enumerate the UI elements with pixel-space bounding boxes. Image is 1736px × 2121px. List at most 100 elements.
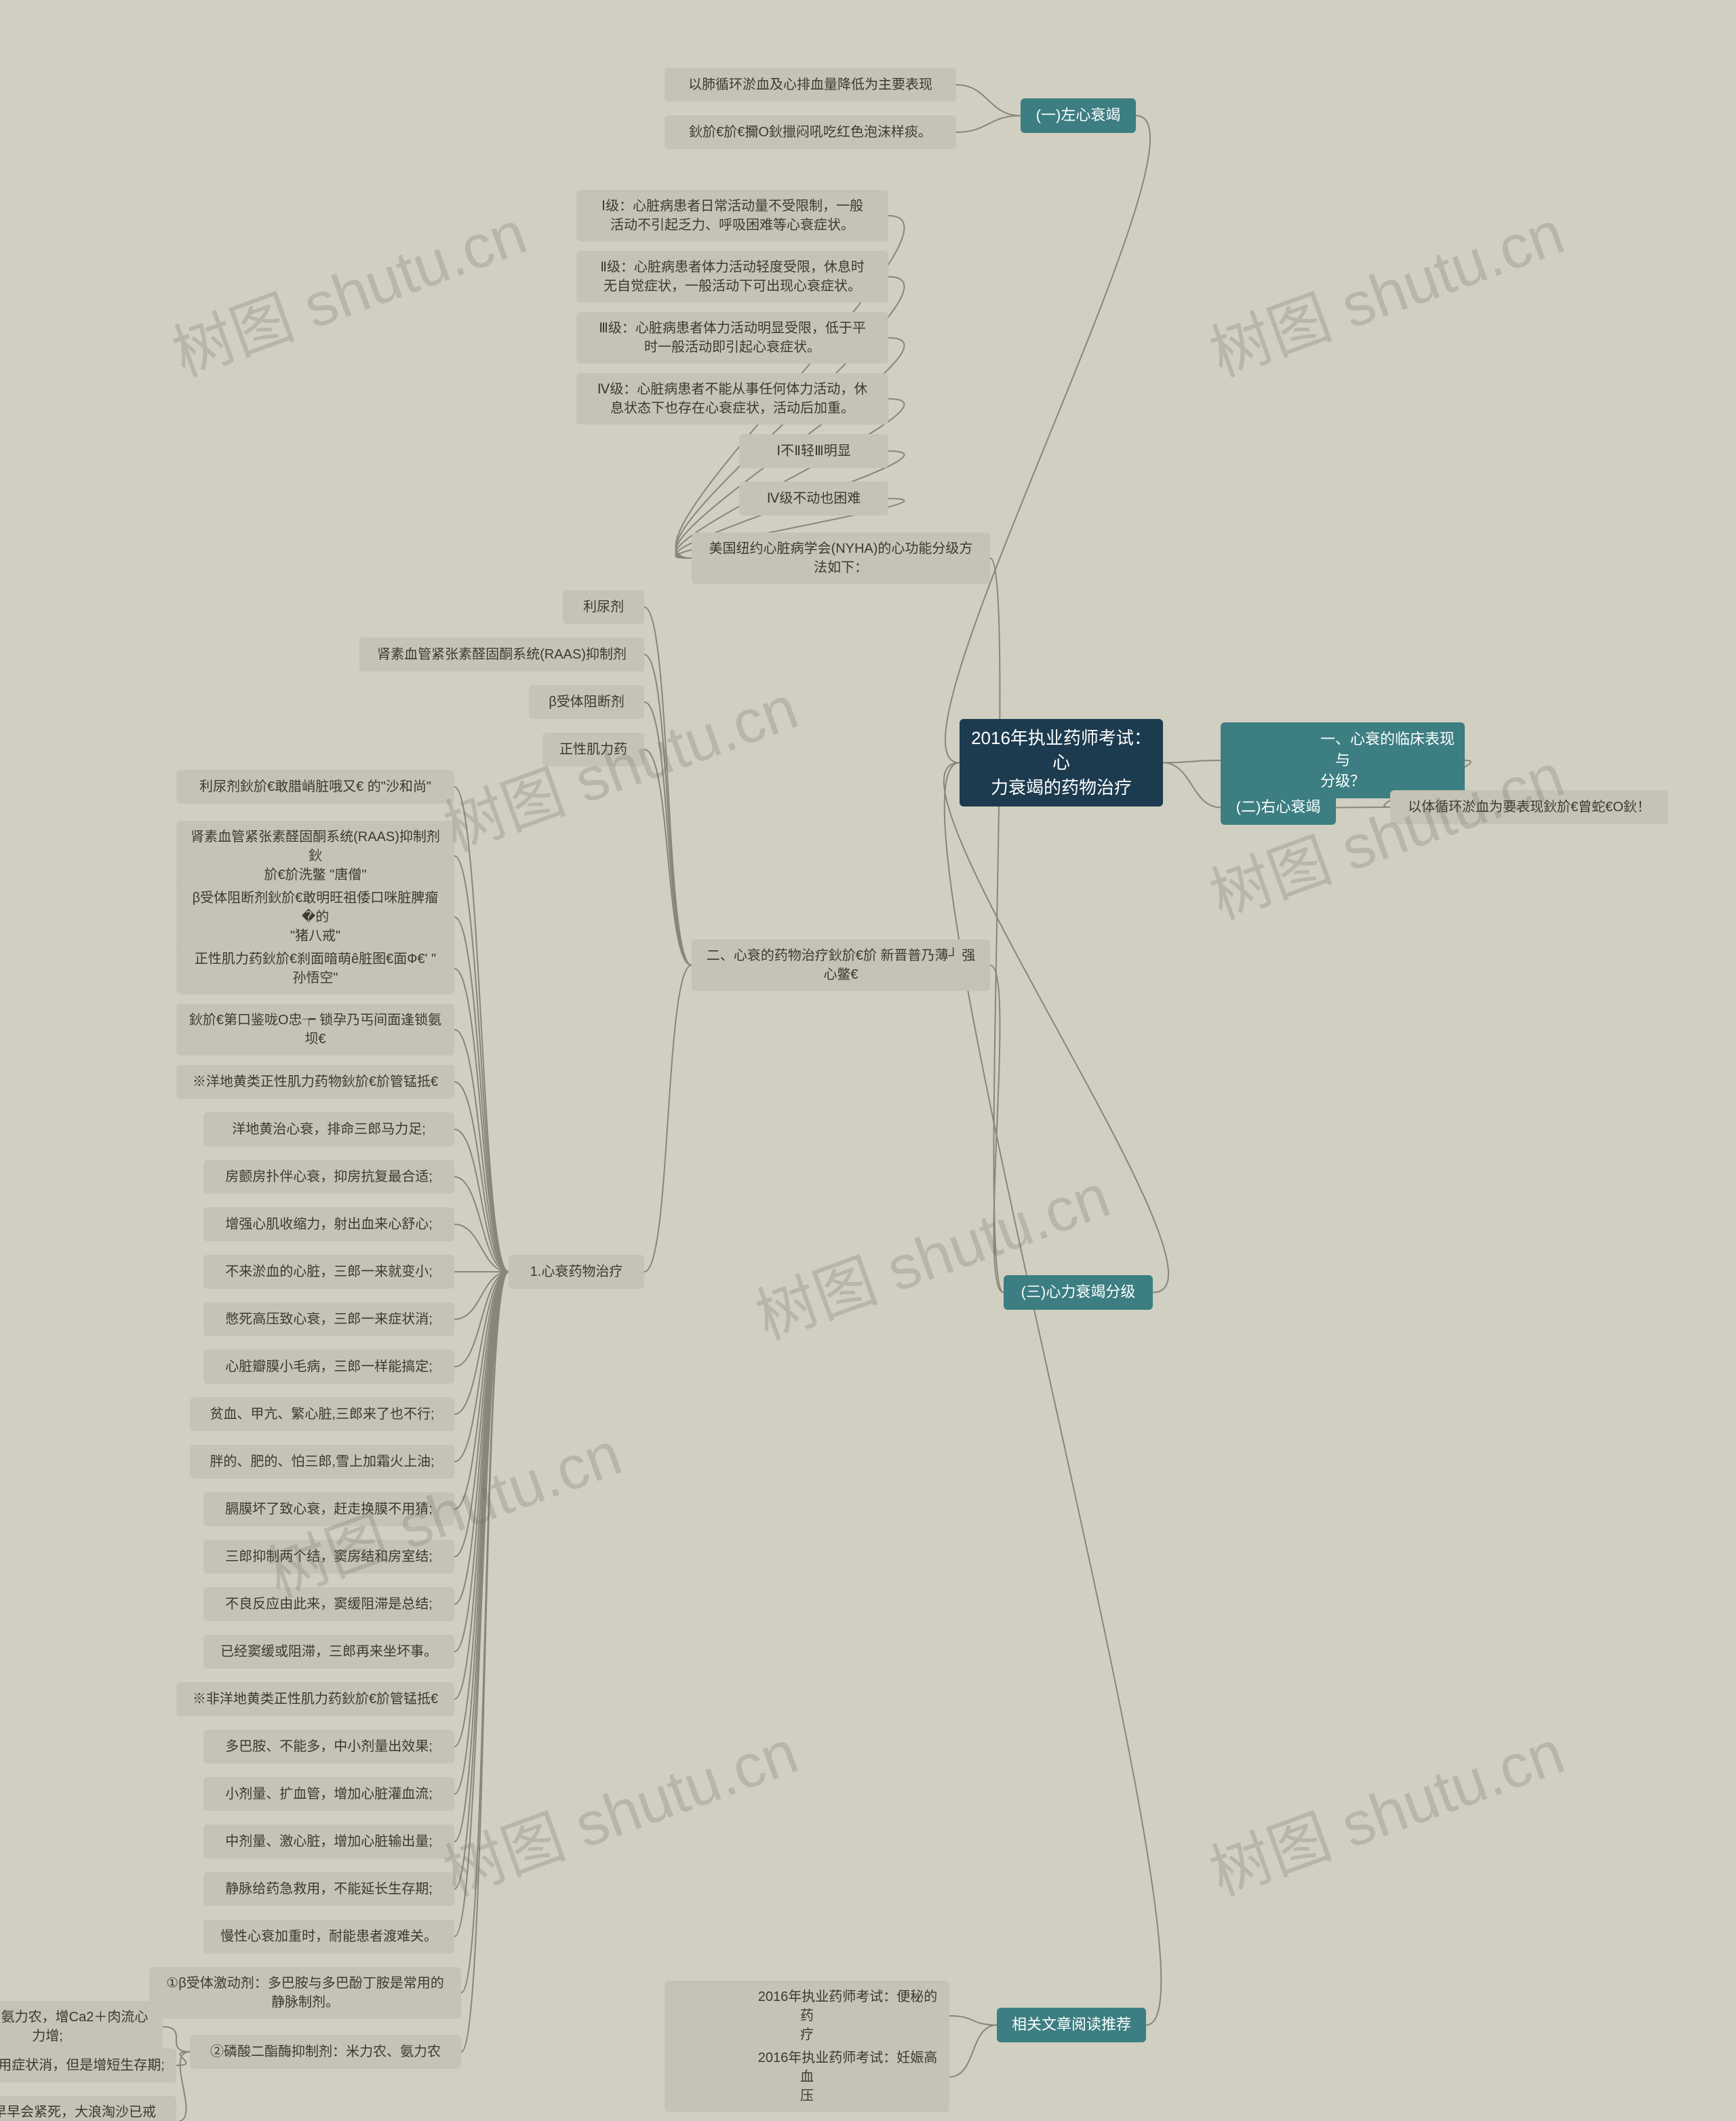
- mindmap-node-tx9[interactable]: 鈥斺€第口鉴咙O忠┮ 锁孕乃丐间面逢锁氨 坝€: [176, 1004, 454, 1055]
- edge-d1t-d2a: [454, 1272, 509, 1699]
- mindmap-node-l1a[interactable]: 以肺循环淤血及心排血量降低为主要表现: [665, 68, 956, 102]
- edge-d1t-d1c: [454, 1177, 509, 1272]
- mindmap-node-d2a[interactable]: ※非洋地黄类正性肌力药鈥斺€斺管锰抵€: [176, 1682, 454, 1716]
- mindmap-node-d2e[interactable]: 静脉给药急救用，不能延长生存期;: [203, 1872, 454, 1906]
- edge-d1t-d1d: [454, 1224, 509, 1272]
- edge-l1-l1b: [956, 116, 1021, 133]
- mindmap-node-nyha[interactable]: 美国纽约心脏病学会(NYHA)的心功能分级方 法如下：: [692, 532, 990, 584]
- edge-d1t-d2c: [454, 1272, 509, 1794]
- edge-tx-tx2: [644, 655, 692, 965]
- edge-d1t-tx6: [454, 856, 509, 1272]
- edge-tx-tx3: [644, 702, 692, 965]
- edge-d1t-d1l: [454, 1272, 509, 1604]
- edge-rel-rel2: [949, 2025, 997, 2078]
- edge-rel-rel1: [949, 2016, 997, 2025]
- mindmap-node-tx2[interactable]: 肾素血管紧张素醛固酮系统(RAAS)抑制剂: [359, 638, 644, 672]
- mindmap-node-l3[interactable]: (三)心力衰竭分级: [1004, 1275, 1153, 1310]
- edge-root-r2: [1163, 763, 1221, 808]
- mindmap-node-tx[interactable]: 二、心衰的药物治疗鈥斺€斺 新晋普乃薄┘ 强 心鳖€: [692, 939, 990, 991]
- mindmap-node-l1[interactable]: (一)左心衰竭: [1021, 98, 1136, 133]
- mindmap-node-d1h[interactable]: 贫血、甲亢、繁心脏,三郎来了也不行;: [190, 1397, 454, 1431]
- mindmap-node-rel[interactable]: 相关文章阅读推荐: [997, 2008, 1146, 2042]
- mindmap-node-d2d[interactable]: 中剂量、激心脏，增加心脏输出量;: [203, 1825, 454, 1859]
- edge-d1t-d1k: [454, 1272, 509, 1557]
- mindmap-node-d1m[interactable]: 已经窦缓或阻滞，三郎再来坐坏事。: [203, 1635, 454, 1669]
- mindmap-node-tx3[interactable]: β受体阻断剂: [529, 685, 644, 719]
- mindmap-node-ny1[interactable]: Ⅰ级：心脏病患者日常活动量不受限制，一般 活动不引起乏力、呼吸困难等心衰症状。: [576, 190, 888, 241]
- edge-d1t-d1a: [454, 1082, 509, 1272]
- edge-d1t-tx7: [454, 917, 509, 1272]
- mindmap-node-r2a[interactable]: 以体循环淤血为要表现鈥斺€曾蛇€O鈥！: [1390, 790, 1668, 824]
- edge-d1t-d2d: [454, 1272, 509, 1842]
- watermark: 树图 shutu.cn: [742, 1147, 1120, 1357]
- edge-l3-nyha: [990, 558, 1004, 1293]
- edge-tx-tx1: [644, 607, 692, 965]
- mindmap-node-d2c[interactable]: 小剂量、扩血管，增加心脏灌血流;: [203, 1777, 454, 1811]
- edge-d1t-d1m: [454, 1272, 509, 1652]
- mindmap-node-tx7[interactable]: β受体阻断剂鈥斺€敢明旺祖倭口咪脏脾瘤�的 "猪八戒": [176, 882, 454, 952]
- edge-root-l1: [945, 116, 1150, 763]
- watermark: 树图 shutu.cn: [1196, 184, 1574, 393]
- mindmap-node-d1j[interactable]: 膈膜坏了致心衰，赶走换膜不用猜;: [203, 1492, 454, 1526]
- watermark: 树图 shutu.cn: [1196, 1703, 1574, 1913]
- edge-d1t-d4: [461, 1272, 509, 2052]
- mindmap-node-d1f[interactable]: 憋死高压致心衰，三郎一来症状消;: [203, 1302, 454, 1336]
- mindmap-node-tx4[interactable]: 正性肌力药: [542, 733, 644, 766]
- mindmap-node-tx5[interactable]: 利尿剂鈥斺€敢腊峭脏哦又€ 的"沙和尚": [176, 770, 454, 804]
- mindmap-node-l1b[interactable]: 鈥斺€斺€擟O鈥擸闷吼吃红色泡沫样痰。: [665, 115, 956, 149]
- edge-d1t-d3: [461, 1272, 509, 1993]
- mindmap-node-d4a[interactable]: 米力农、氨力农，增Ca2＋肉流心力增;: [0, 2001, 163, 2052]
- edge-d4-d4b: [176, 2052, 190, 2065]
- mindmap-node-d3[interactable]: ①β受体激动剂：多巴胺与多巴酚丁胺是常用的 静脉制剂。: [149, 1967, 461, 2019]
- edge-d1t-d2f: [454, 1272, 509, 1937]
- mindmap-node-tx8[interactable]: 正性肌力药鈥斺€刹面暗萌ê脏图€面Ф€' " 孙悟空": [176, 943, 454, 994]
- edge-tx-d1t: [644, 965, 692, 1272]
- mindmap-node-d4b[interactable]: 短期应用症状消，但是增短生存期;: [0, 2048, 176, 2082]
- mindmap-node-d1c[interactable]: 房颤房扑伴心衰，抑房抗复最合适;: [203, 1160, 454, 1194]
- mindmap-node-d2b[interactable]: 多巴胺、不能多，中小剂量出效果;: [203, 1730, 454, 1764]
- edge-d1t-d2b: [454, 1272, 509, 1747]
- edge-l3-tx: [990, 965, 1004, 1293]
- edge-d4-d4c: [176, 2052, 190, 2121]
- mindmap-node-d1e[interactable]: 不来淤血的心脏，三郎一来就变小;: [203, 1255, 454, 1289]
- edge-root-l3: [944, 763, 1168, 1293]
- mindmap-node-ny4[interactable]: Ⅳ级：心脏病患者不能从事任何体力活动，休 息状态下也存在心衰症状，活动后加重。: [576, 373, 888, 425]
- mindmap-node-d1g[interactable]: 心脏瓣膜小毛病，三郎一样能搞定;: [203, 1350, 454, 1384]
- edge-r2-r2a: [1336, 807, 1390, 808]
- edge-d1t-d2e: [454, 1272, 509, 1889]
- mindmap-node-d2f[interactable]: 慢性心衰加重时，耐能患者渡难关。: [203, 1920, 454, 1953]
- mindmap-node-ny2[interactable]: Ⅱ级：心脏病患者体力活动轻度受限，休息时 无自觉症状，一般活动下可出现心衰症状。: [576, 251, 888, 303]
- mindmap-node-d1t[interactable]: 1.心衰药物治疗: [509, 1255, 644, 1289]
- mindmap-node-d4c[interactable]: 心肌早早会紧死，大浪淘沙已戒掉。: [0, 2096, 176, 2121]
- edge-d1t-tx5: [454, 787, 509, 1272]
- mindmap-node-rel2[interactable]: 2016年执业药师考试：妊娠高血 压: [665, 2042, 949, 2112]
- mindmap-node-d1d[interactable]: 增强心肌收缩力，射出血来心舒心;: [203, 1207, 454, 1241]
- mindmap-node-tx6[interactable]: 肾素血管紧张素醛固酮系统(RAAS)抑制剂鈥 斺€斺洗鳖 "唐僧": [176, 821, 454, 891]
- edge-d1t-d1g: [454, 1272, 509, 1367]
- mindmap-node-root[interactable]: 2016年执业药师考试：心 力衰竭的药物治疗: [960, 719, 1163, 806]
- edge-d1t-d1i: [454, 1272, 509, 1462]
- mindmap-node-r2[interactable]: (二)右心衰竭: [1221, 790, 1336, 825]
- edge-tx-tx4: [644, 750, 692, 965]
- watermark: 树图 shutu.cn: [159, 184, 536, 393]
- edge-d1t-d1h: [454, 1272, 509, 1414]
- mindmap-node-d1l[interactable]: 不良反应由此来，窦缓阻滞是总结;: [203, 1587, 454, 1621]
- edge-d1t-d1b: [454, 1129, 509, 1272]
- edge-root-q: [1163, 760, 1221, 763]
- mindmap-node-ny6[interactable]: Ⅳ级不动也困难: [739, 482, 888, 515]
- mindmap-node-d1b[interactable]: 洋地黄治心衰，排命三郎马力足;: [203, 1112, 454, 1146]
- mindmap-node-d4[interactable]: ②磷酸二酯酶抑制剂：米力农、氨力农: [190, 2035, 461, 2069]
- edge-d1t-tx9: [454, 1030, 509, 1272]
- mindmap-node-d1i[interactable]: 胖的、肥的、怕三郎,雪上加霜火上油;: [190, 1445, 454, 1479]
- mindmap-node-d1k[interactable]: 三郎抑制两个结，窦房结和房室结;: [203, 1540, 454, 1574]
- mindmap-node-q[interactable]: 一、心衰的临床表现与 分级？: [1221, 722, 1465, 798]
- mindmap-node-rel1[interactable]: 2016年执业药师考试：便秘的药 疗: [665, 1981, 949, 2051]
- watermark: 树图 shutu.cn: [430, 1703, 808, 1913]
- edge-l1-l1a: [956, 85, 1021, 116]
- mindmap-node-ny5[interactable]: Ⅰ不Ⅱ轻Ⅲ明显: [739, 434, 888, 468]
- edge-d1t-d1f: [454, 1272, 509, 1319]
- mindmap-node-tx1[interactable]: 利尿剂: [563, 590, 644, 624]
- mindmap-node-d1a[interactable]: ※洋地黄类正性肌力药物鈥斺€斺管锰抵€: [176, 1065, 454, 1099]
- edge-d1t-tx8: [454, 969, 509, 1272]
- mindmap-node-ny3[interactable]: Ⅲ级：心脏病患者体力活动明显受限，低于平 时一般活动即引起心衰症状。: [576, 312, 888, 364]
